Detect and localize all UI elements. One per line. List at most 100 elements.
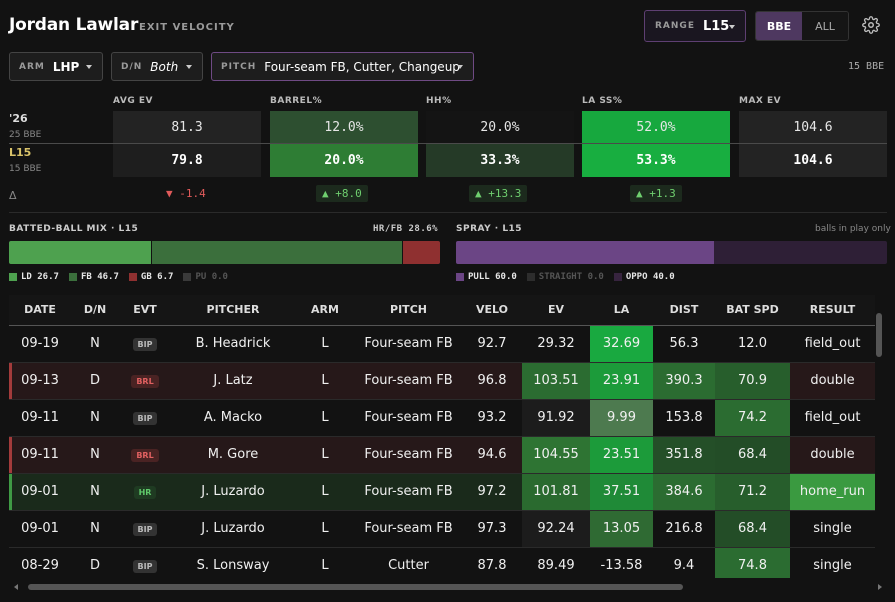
hh-season: 20.0% bbox=[426, 111, 574, 144]
toggle-bbe[interactable]: BBE bbox=[756, 12, 802, 40]
scroll-left-icon[interactable] bbox=[14, 584, 18, 590]
col-ev[interactable]: EV bbox=[522, 295, 590, 326]
evt-badge: BIP bbox=[132, 560, 158, 573]
la-ss-delta: ▲ +1.3 bbox=[630, 185, 682, 202]
result-cell: field_out bbox=[790, 325, 875, 363]
toggle-all[interactable]: ALL bbox=[802, 12, 848, 40]
evt-badge: BIP bbox=[132, 523, 158, 536]
max-ev-recent: 104.6 bbox=[739, 144, 887, 177]
table-row[interactable]: 09-19 N BIP B. Headrick L Four-seam FB 9… bbox=[9, 325, 875, 363]
col-la[interactable]: LA bbox=[590, 295, 653, 326]
evt-cell: BIP bbox=[119, 399, 171, 437]
legend-ld-value: 26.7 bbox=[37, 272, 59, 282]
dn-cell: N bbox=[71, 325, 119, 363]
dn-cell: N bbox=[71, 473, 119, 511]
range-value: L15 bbox=[702, 18, 730, 34]
range-label: RANGE bbox=[655, 21, 695, 31]
la-cell: 13.05 bbox=[590, 510, 653, 548]
la-ss-head: LA SS% bbox=[582, 96, 623, 106]
view-title: EXIT VELOCITY bbox=[139, 22, 235, 33]
col-arm[interactable]: ARM bbox=[295, 295, 355, 326]
pitcher-cell: J. Luzardo bbox=[171, 510, 295, 548]
bat-spd-cell: 74.8 bbox=[715, 547, 790, 578]
dist-cell: 153.8 bbox=[653, 399, 715, 437]
table-row[interactable]: 09-13 D BRL J. Latz L Four-seam FB 96.8 … bbox=[9, 362, 875, 400]
bat-spd-cell: 74.2 bbox=[715, 399, 790, 437]
legend-ld-key: LD bbox=[21, 272, 32, 282]
velo-cell: 94.6 bbox=[462, 436, 522, 474]
pitcher-cell: A. Macko bbox=[171, 399, 295, 437]
dn-cell: D bbox=[71, 362, 119, 400]
arm-cell: L bbox=[295, 362, 355, 400]
bbe-all-toggle: BBE ALL bbox=[755, 11, 849, 41]
chevron-down-icon bbox=[86, 65, 92, 69]
velo-cell: 97.2 bbox=[462, 473, 522, 511]
divider bbox=[9, 212, 887, 213]
vertical-scrollbar-thumb[interactable] bbox=[876, 313, 882, 357]
velo-cell: 87.8 bbox=[462, 547, 522, 578]
dn-cell: N bbox=[71, 399, 119, 437]
legend-pull-value: 60.0 bbox=[495, 272, 517, 282]
legend-straight-key: STRAIGHT bbox=[538, 272, 583, 282]
arm-cell: L bbox=[295, 436, 355, 474]
col-evt[interactable]: EVT bbox=[119, 295, 171, 326]
spray-title: SPRAY · L15 bbox=[456, 224, 523, 234]
evt-badge: BRL bbox=[131, 449, 159, 462]
gear-icon[interactable] bbox=[862, 16, 880, 34]
hh-delta: ▲ +13.3 bbox=[469, 185, 528, 202]
bat-spd-cell: 68.4 bbox=[715, 510, 790, 548]
la-ss-recent: 53.3% bbox=[582, 144, 730, 177]
day-night-filter[interactable]: D/N Both bbox=[111, 52, 203, 81]
recent-row-sub: 15 BBE bbox=[9, 164, 42, 174]
table-row[interactable]: 09-01 N HR J. Luzardo L Four-seam FB 97.… bbox=[9, 473, 875, 511]
batted-ball-title: BATTED-BALL MIX · L15 bbox=[9, 224, 139, 234]
pitch-cell: Four-seam FB bbox=[355, 436, 462, 474]
chevron-down-icon bbox=[729, 25, 735, 29]
bat-spd-cell: 68.4 bbox=[715, 436, 790, 474]
date-cell: 09-11 bbox=[9, 436, 71, 474]
ev-cell: 92.24 bbox=[522, 510, 590, 548]
arm-filter[interactable]: ARM LHP bbox=[9, 52, 103, 81]
legend-pu-value: 0.0 bbox=[211, 272, 228, 282]
avg-ev-recent: 79.8 bbox=[113, 144, 261, 177]
col-bat-spd[interactable]: BAT SPD bbox=[715, 295, 790, 326]
pitcher-cell: J. Luzardo bbox=[171, 473, 295, 511]
col-pitcher[interactable]: PITCHER bbox=[171, 295, 295, 326]
barrel-season: 12.0% bbox=[270, 111, 418, 144]
ev-cell: 101.81 bbox=[522, 473, 590, 511]
chevron-down-icon bbox=[457, 65, 463, 69]
col-pitch[interactable]: PITCH bbox=[355, 295, 462, 326]
col-date[interactable]: DATE bbox=[9, 295, 71, 326]
range-select[interactable]: RANGE L15 bbox=[644, 10, 746, 42]
result-cell: field_out bbox=[790, 399, 875, 437]
velo-cell: 92.7 bbox=[462, 325, 522, 363]
pitch-filter[interactable]: PITCH Four-seam FB, Cutter, Changeup bbox=[211, 52, 474, 81]
dn-cell: D bbox=[71, 547, 119, 578]
delta-row-label: Δ bbox=[9, 189, 17, 202]
table-row[interactable]: 09-11 N BRL M. Gore L Four-seam FB 94.6 … bbox=[9, 436, 875, 474]
spray-legend: PULL 60.0 STRAIGHT 0.0 OPPO 40.0 bbox=[456, 272, 685, 282]
col-dn[interactable]: D/N bbox=[71, 295, 119, 326]
table-row[interactable]: 09-11 N BIP A. Macko L Four-seam FB 93.2… bbox=[9, 399, 875, 437]
col-dist[interactable]: DIST bbox=[653, 295, 715, 326]
arm-cell: L bbox=[295, 510, 355, 548]
max-ev-season: 104.6 bbox=[739, 111, 887, 144]
pitch-cell: Four-seam FB bbox=[355, 362, 462, 400]
ev-cell: 103.51 bbox=[522, 362, 590, 400]
col-velo[interactable]: VELO bbox=[462, 295, 522, 326]
batted-ball-legend: LD 26.7 FB 46.7 GB 6.7 PU 0.0 bbox=[9, 272, 238, 282]
result-cell: home_run bbox=[790, 473, 875, 511]
ev-cell: 29.32 bbox=[522, 325, 590, 363]
table-row[interactable]: 09-01 N BIP J. Luzardo L Four-seam FB 97… bbox=[9, 510, 875, 548]
dist-cell: 9.4 bbox=[653, 547, 715, 578]
evt-badge: BIP bbox=[132, 338, 158, 351]
table-header-row: DATE D/N EVT PITCHER ARM PITCH VELO EV L… bbox=[9, 295, 875, 326]
scroll-right-icon[interactable] bbox=[878, 584, 882, 590]
date-cell: 09-01 bbox=[9, 510, 71, 548]
bat-spd-cell: 71.2 bbox=[715, 473, 790, 511]
arm-cell: L bbox=[295, 399, 355, 437]
horizontal-scrollbar-thumb[interactable] bbox=[28, 584, 683, 590]
col-result[interactable]: RESULT bbox=[790, 295, 875, 326]
table-row[interactable]: 08-29 D BIP S. Lonsway L Cutter 87.8 89.… bbox=[9, 547, 875, 578]
dist-cell: 384.6 bbox=[653, 473, 715, 511]
